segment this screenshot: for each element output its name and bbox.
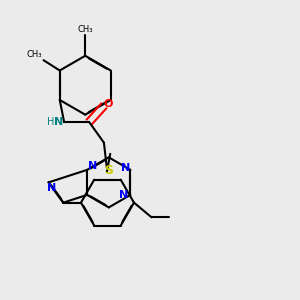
Text: O: O — [103, 99, 113, 110]
Text: S: S — [104, 164, 113, 176]
Text: CH₃: CH₃ — [77, 25, 93, 34]
Text: CH₃: CH₃ — [27, 50, 42, 59]
Text: N: N — [119, 190, 129, 200]
Text: N: N — [88, 161, 98, 171]
Text: N: N — [122, 163, 131, 172]
Text: N: N — [47, 183, 57, 193]
Text: N: N — [54, 117, 64, 127]
Text: H: H — [47, 117, 55, 127]
